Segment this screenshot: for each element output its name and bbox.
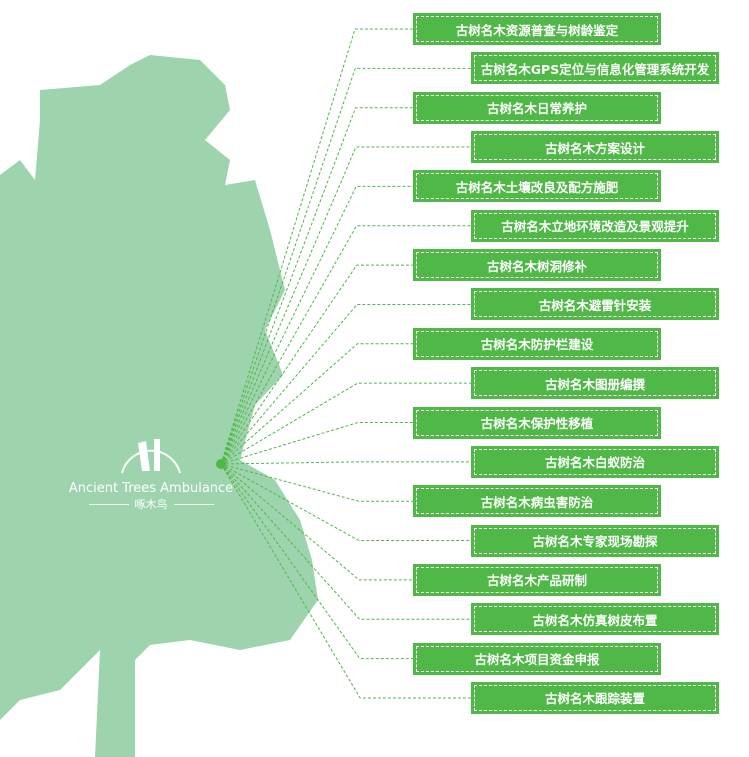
connector-line [220, 28, 413, 465]
service-item-label: 古树名木立地环境改造及景观提升 [474, 212, 716, 239]
service-item-label: 古树名木GPS定位与信息化管理系统开发 [474, 55, 716, 82]
service-item: 古树名木立地环境改造及景观提升 [471, 209, 719, 242]
service-item: 古树名木跟踪装置 [471, 681, 719, 714]
service-item-label: 古树名木病虫害防治 [416, 488, 658, 515]
service-item-label: 古树名木跟踪装置 [474, 684, 716, 711]
connector-line [220, 461, 471, 465]
service-item-label: 古树名木产品研制 [416, 566, 658, 593]
service-item: 古树名木保护性移植 [413, 406, 661, 439]
tree-silhouette [0, 55, 318, 757]
service-item: 古树名木仿真树皮布置 [471, 603, 719, 636]
connector-line [220, 264, 413, 465]
service-item: 古树名木项目资金申报 [413, 642, 661, 675]
service-item: 古树名木防护栏建设 [413, 327, 661, 360]
connector-line [220, 107, 413, 465]
connector-line [220, 463, 471, 699]
service-item: 古树名木方案设计 [471, 131, 719, 164]
connector-line [220, 382, 471, 465]
hub-dot [216, 459, 226, 469]
connector-line [220, 146, 471, 465]
service-item: 古树名木避雷针安装 [471, 288, 719, 321]
connector-line [220, 67, 471, 465]
connector-line [220, 185, 413, 465]
connector-line [220, 463, 471, 620]
service-item-label: 古树名木方案设计 [474, 134, 716, 161]
service-item-label: 古树名木仿真树皮布置 [474, 606, 716, 633]
connector-line [220, 463, 413, 581]
service-item-label: 古树名木保护性移植 [416, 409, 658, 436]
logo-chinese: 啄木鸟 [134, 498, 168, 511]
service-item-label: 古树名木避雷针安装 [474, 291, 716, 318]
service-item-label: 古树名木白蚁防治 [474, 448, 716, 475]
service-item-label: 古树名木资源普查与树龄鉴定 [416, 16, 658, 42]
connector-line [220, 463, 471, 542]
service-item: 古树名木资源普查与树龄鉴定 [413, 13, 661, 45]
service-item: 古树名木专家现场勘探 [471, 524, 719, 557]
connector-line [220, 343, 413, 465]
service-item-label: 古树名木日常养护 [416, 94, 658, 121]
service-item-label: 古树名木专家现场勘探 [474, 527, 716, 554]
service-item: 古树名木日常养护 [413, 91, 661, 124]
service-item: 古树名木图册编撰 [471, 367, 719, 400]
service-item-label: 古树名木土壤改良及配方施肥 [416, 173, 658, 200]
connector-line [220, 463, 413, 502]
connector-line [220, 225, 471, 465]
service-item-label: 古树名木防护栏建设 [416, 330, 658, 357]
service-item-label: 古树名木图册编撰 [474, 370, 716, 397]
service-item: 古树名木病虫害防治 [413, 485, 661, 518]
service-item-label: 古树名木树洞修补 [416, 252, 658, 279]
service-item: 古树名木白蚁防治 [471, 445, 719, 478]
logo: Ancient Trees Ambulance 啄木鸟 [66, 425, 236, 512]
service-item: 古树名木树洞修补 [413, 249, 661, 282]
woodpecker-logo-icon [121, 439, 181, 474]
service-item: 古树名木产品研制 [413, 563, 661, 596]
logo-english: Ancient Trees Ambulance [68, 481, 234, 496]
connector-line [220, 422, 413, 465]
service-item: 古树名木GPS定位与信息化管理系统开发 [471, 52, 719, 85]
connector-line [220, 303, 471, 465]
service-item-label: 古树名木项目资金申报 [416, 645, 658, 672]
service-item: 古树名木土壤改良及配方施肥 [413, 170, 661, 203]
